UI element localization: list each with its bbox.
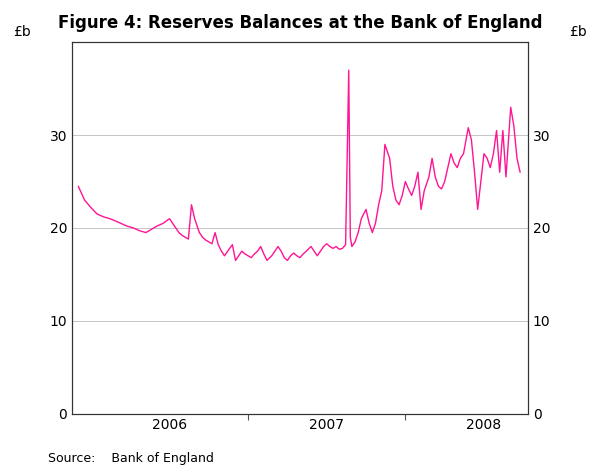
Text: £b: £b (13, 24, 31, 39)
Text: £b: £b (569, 24, 587, 39)
Title: Figure 4: Reserves Balances at the Bank of England: Figure 4: Reserves Balances at the Bank … (58, 15, 542, 32)
Text: Source:    Bank of England: Source: Bank of England (48, 452, 214, 465)
